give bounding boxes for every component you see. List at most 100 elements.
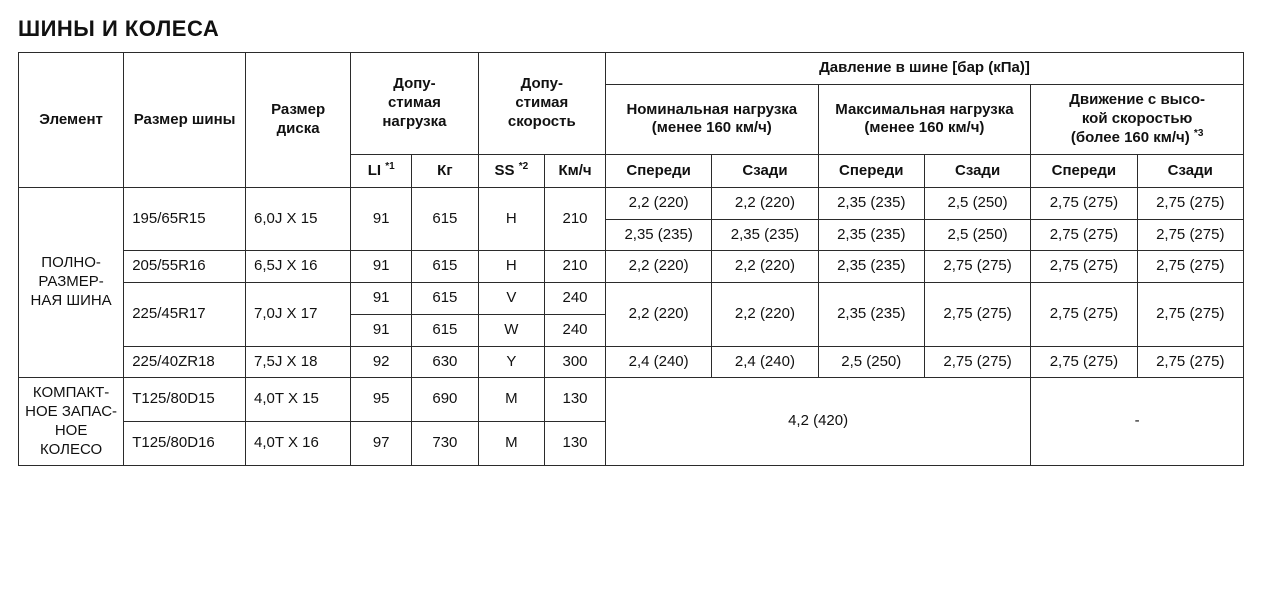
cell-kg: 690 bbox=[412, 378, 478, 422]
cell-pressure: 2,75 (275) bbox=[924, 283, 1030, 347]
cat-fullsize: ПОЛНО-РАЗМЕР-НАЯ ШИНА bbox=[19, 187, 124, 378]
section-title: ШИНЫ И КОЛЕСА bbox=[18, 16, 1244, 42]
cell-pressure: 2,5 (250) bbox=[924, 187, 1030, 219]
cell-pressure: 2,2 (220) bbox=[605, 187, 711, 219]
hdr-nom-rear: Сзади bbox=[712, 155, 818, 188]
cell-tire: 205/55R16 bbox=[124, 251, 246, 283]
cell-pressure: 2,2 (220) bbox=[605, 283, 711, 347]
cell-li: 97 bbox=[351, 422, 412, 466]
cell-pressure: 2,75 (275) bbox=[1031, 283, 1137, 347]
cell-tire: 195/65R15 bbox=[124, 187, 246, 251]
table-row: КОМПАКТ-НОЕ ЗАПАС-НОЕ КОЛЕСО T125/80D15 … bbox=[19, 378, 1244, 422]
cell-pressure: 2,35 (235) bbox=[712, 219, 818, 251]
hdr-nominal: Номинальная нагрузка (менее 160 км/ч) bbox=[605, 84, 818, 154]
cell-spare-hispeed: - bbox=[1031, 378, 1244, 466]
hdr-kmh: Км/ч bbox=[545, 155, 606, 188]
hdr-hi-front: Спереди bbox=[1031, 155, 1137, 188]
hdr-speed: Допу-стимая скорость bbox=[478, 53, 605, 155]
cell-pressure: 2,5 (250) bbox=[818, 346, 924, 378]
hdr-hi-rear: Сзади bbox=[1137, 155, 1243, 188]
cell-pressure: 2,75 (275) bbox=[924, 346, 1030, 378]
cell-pressure: 2,5 (250) bbox=[924, 219, 1030, 251]
cell-rim: 7,5J Х 18 bbox=[246, 346, 351, 378]
hdr-kg: Кг bbox=[412, 155, 478, 188]
hdr-load: Допу-стимая нагрузка bbox=[351, 53, 478, 155]
hdr-pressure: Давление в шине [бар (кПа)] bbox=[605, 53, 1243, 85]
cell-pressure: 2,75 (275) bbox=[1031, 187, 1137, 219]
cell-kg: 630 bbox=[412, 346, 478, 378]
cell-ss: H bbox=[478, 251, 544, 283]
cell-pressure: 2,35 (235) bbox=[605, 219, 711, 251]
hdr-tire-size: Размер шины bbox=[124, 53, 246, 188]
cell-tire: T125/80D16 bbox=[124, 422, 246, 466]
cell-kmh: 300 bbox=[545, 346, 606, 378]
cell-pressure: 2,75 (275) bbox=[1137, 251, 1243, 283]
cell-li: 91 bbox=[351, 283, 412, 315]
cell-pressure: 2,2 (220) bbox=[712, 251, 818, 283]
cell-pressure: 2,75 (275) bbox=[1137, 219, 1243, 251]
cell-pressure: 2,2 (220) bbox=[605, 251, 711, 283]
cell-kg: 615 bbox=[412, 283, 478, 315]
cell-kmh: 240 bbox=[545, 283, 606, 315]
cell-kmh: 240 bbox=[545, 314, 606, 346]
cell-ss: M bbox=[478, 422, 544, 466]
cell-rim: 6,0J Х 15 bbox=[246, 187, 351, 251]
table-row: ПОЛНО-РАЗМЕР-НАЯ ШИНА 195/65R15 6,0J Х 1… bbox=[19, 187, 1244, 219]
cat-spare: КОМПАКТ-НОЕ ЗАПАС-НОЕ КОЛЕСО bbox=[19, 378, 124, 466]
hdr-li: LI *1 bbox=[351, 155, 412, 188]
table-row: 225/45R17 7,0J Х 17 91 615 V 240 2,2 (22… bbox=[19, 283, 1244, 315]
cell-kmh: 130 bbox=[545, 422, 606, 466]
cell-ss: Y bbox=[478, 346, 544, 378]
cell-li: 91 bbox=[351, 187, 412, 251]
cell-pressure: 2,75 (275) bbox=[1031, 346, 1137, 378]
cell-ss: M bbox=[478, 378, 544, 422]
cell-kg: 730 bbox=[412, 422, 478, 466]
cell-tire: 225/40ZR18 bbox=[124, 346, 246, 378]
cell-pressure: 2,75 (275) bbox=[1137, 187, 1243, 219]
cell-kmh: 130 bbox=[545, 378, 606, 422]
cell-rim: 7,0J Х 17 bbox=[246, 283, 351, 347]
cell-pressure: 2,35 (235) bbox=[818, 187, 924, 219]
hdr-max-front: Спереди bbox=[818, 155, 924, 188]
hdr-element: Элемент bbox=[19, 53, 124, 188]
cell-pressure: 2,75 (275) bbox=[1137, 346, 1243, 378]
cell-pressure: 2,2 (220) bbox=[712, 283, 818, 347]
hdr-max: Максимальная нагрузка (менее 160 км/ч) bbox=[818, 84, 1031, 154]
cell-spare-pressure: 4,2 (420) bbox=[605, 378, 1030, 466]
cell-pressure: 2,4 (240) bbox=[712, 346, 818, 378]
hdr-ss: SS *2 bbox=[478, 155, 544, 188]
cell-pressure: 2,75 (275) bbox=[1031, 219, 1137, 251]
cell-pressure: 2,35 (235) bbox=[818, 251, 924, 283]
cell-kmh: 210 bbox=[545, 251, 606, 283]
cell-pressure: 2,4 (240) bbox=[605, 346, 711, 378]
table-row: 205/55R16 6,5J Х 16 91 615 H 210 2,2 (22… bbox=[19, 251, 1244, 283]
cell-kmh: 210 bbox=[545, 187, 606, 251]
cell-kg: 615 bbox=[412, 187, 478, 251]
hdr-max-rear: Сзади bbox=[924, 155, 1030, 188]
cell-rim: 4,0T Х 16 bbox=[246, 422, 351, 466]
tires-wheels-table: Элемент Размер шины Размер диска Допу-ст… bbox=[18, 52, 1244, 466]
cell-kg: 615 bbox=[412, 314, 478, 346]
cell-pressure: 2,75 (275) bbox=[1137, 283, 1243, 347]
cell-rim: 4,0T Х 15 bbox=[246, 378, 351, 422]
cell-rim: 6,5J Х 16 bbox=[246, 251, 351, 283]
cell-tire: 225/45R17 bbox=[124, 283, 246, 347]
cell-pressure: 2,75 (275) bbox=[1031, 251, 1137, 283]
cell-li: 91 bbox=[351, 314, 412, 346]
hdr-rim-size: Размер диска bbox=[246, 53, 351, 188]
cell-li: 91 bbox=[351, 251, 412, 283]
cell-kg: 615 bbox=[412, 251, 478, 283]
cell-li: 95 bbox=[351, 378, 412, 422]
cell-pressure: 2,2 (220) bbox=[712, 187, 818, 219]
hdr-nom-front: Спереди bbox=[605, 155, 711, 188]
cell-pressure: 2,75 (275) bbox=[924, 251, 1030, 283]
hdr-hispeed: Движение с высо-кой скоростью (более 160… bbox=[1031, 84, 1244, 154]
cell-ss: W bbox=[478, 314, 544, 346]
cell-tire: T125/80D15 bbox=[124, 378, 246, 422]
cell-li: 92 bbox=[351, 346, 412, 378]
cell-ss: V bbox=[478, 283, 544, 315]
cell-ss: H bbox=[478, 187, 544, 251]
cell-pressure: 2,35 (235) bbox=[818, 219, 924, 251]
cell-pressure: 2,35 (235) bbox=[818, 283, 924, 347]
table-row: 225/40ZR18 7,5J Х 18 92 630 Y 300 2,4 (2… bbox=[19, 346, 1244, 378]
